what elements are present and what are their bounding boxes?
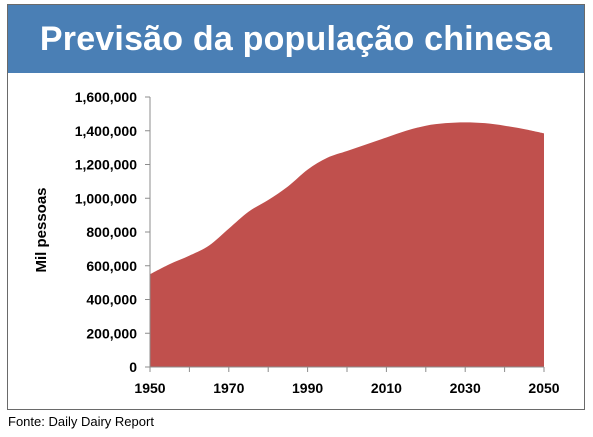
y-tick-label: 1,600,000: [75, 89, 137, 105]
x-tick-label: 2050: [528, 380, 559, 396]
y-tick-label: 1,200,000: [75, 157, 137, 173]
x-tick-label: 1970: [213, 380, 244, 396]
y-tick-label: 0: [129, 359, 137, 375]
chart-title: Previsão da população chinesa: [8, 5, 584, 73]
x-ticks-layer: 1950 1970 1990 2010 2030 2050: [134, 367, 560, 396]
source-note: Fonte: Daily Dairy Report: [8, 414, 154, 429]
x-tick-label: 1950: [134, 380, 165, 396]
y-axis-title: Mil pessoas: [33, 187, 50, 272]
x-tick-label: 2030: [450, 380, 481, 396]
y-tick-label: 200,000: [86, 325, 137, 341]
y-tick-label: 1,000,000: [75, 190, 137, 206]
area-layer: [150, 122, 544, 367]
x-tick-label: 2010: [371, 380, 402, 396]
y-ticks-layer: 0 200,000 400,000 600,000 800,000 1,000,000 1,…: [75, 89, 150, 375]
y-tick-label: 800,000: [86, 224, 137, 240]
y-tick-label: 1,400,000: [75, 123, 137, 139]
y-tick-label: 400,000: [86, 292, 137, 308]
series-area-0: [150, 122, 544, 367]
y-tick-label: 600,000: [86, 258, 137, 274]
x-tick-label: 1990: [292, 380, 323, 396]
